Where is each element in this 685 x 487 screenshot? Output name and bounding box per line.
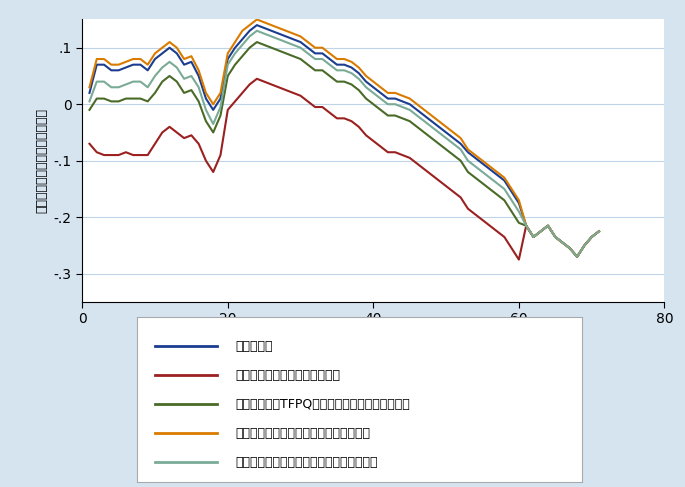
売上に影響しないとしたケース: [514, 257, 523, 262]
Text: 物的生産性（TFPQ）に影響しないとしたケース: 物的生産性（TFPQ）に影響しないとしたケース: [235, 398, 410, 411]
物的生産性（TFPQ）に影響しないとしたケース: [580, 243, 588, 248]
マークアップに影響しないとしたケース: [398, 93, 406, 99]
実際の変化: [340, 62, 348, 68]
Line: 物的生産性（TFPQ）に影響しないとしたケース: 物的生産性（TFPQ）に影響しないとしたケース: [90, 42, 599, 257]
要素価格の歪みに影響しないとしたケース: [86, 98, 94, 104]
要素価格の歪みに影響しないとしたケース: [158, 65, 166, 71]
Text: 実際の変化: 実際の変化: [235, 340, 273, 353]
マークアップに影響しないとしたケース: [86, 84, 94, 90]
物的生産性（TFPQ）に影響しないとしたケース: [100, 95, 108, 101]
要素価格の歪みに影響しないとしたケース: [100, 79, 108, 85]
Text: 売上に影響しないとしたケース: 売上に影響しないとしたケース: [235, 369, 340, 382]
要素価格の歪みに影響しないとしたケース: [398, 104, 406, 110]
要素価格の歪みに影響しないとしたケース: [580, 243, 588, 248]
実際の変化: [398, 98, 406, 104]
売上に影響しないとしたケース: [398, 152, 406, 158]
要素価格の歪みに影響しないとしたケース: [340, 67, 348, 73]
Text: マークアップに影響しないとしたケース: マークアップに影響しないとしたケース: [235, 427, 370, 440]
マークアップに影響しないとしたケース: [100, 56, 108, 62]
Line: 売上に影響しないとしたケース: 売上に影響しないとしたケース: [90, 79, 599, 260]
物的生産性（TFPQ）に影響しないとしたケース: [573, 254, 581, 260]
物的生産性（TFPQ）に影響しないとしたケース: [398, 115, 406, 121]
売上に影響しないとしたケース: [595, 228, 603, 234]
物的生産性（TFPQ）に影響しないとしたケース: [253, 39, 261, 45]
マークアップに影響しないとしたケース: [340, 56, 348, 62]
Line: 要素価格の歪みに影響しないとしたケース: 要素価格の歪みに影響しないとしたケース: [90, 31, 599, 257]
X-axis label: 企業年齢: 企業年齢: [355, 332, 392, 347]
Y-axis label: 仮想的な売上（変化率の累積）: 仮想的な売上（変化率の累積）: [35, 108, 48, 213]
売上に影響しないとしたケース: [558, 240, 566, 245]
物的生産性（TFPQ）に影響しないとしたケース: [595, 228, 603, 234]
マークアップに影響しないとしたケース: [573, 254, 581, 260]
物的生産性（TFPQ）に影響しないとしたケース: [551, 234, 560, 240]
売上に影響しないとしたケース: [340, 115, 348, 121]
実際の変化: [100, 62, 108, 68]
実際の変化: [551, 234, 560, 240]
要素価格の歪みに影響しないとしたケース: [253, 28, 261, 34]
実際の変化: [86, 90, 94, 96]
マークアップに影響しないとしたケース: [253, 17, 261, 22]
売上に影響しないとしたケース: [100, 152, 108, 158]
実際の変化: [595, 228, 603, 234]
マークアップに影響しないとしたケース: [158, 45, 166, 51]
売上に影響しないとしたケース: [86, 141, 94, 147]
実際の変化: [580, 243, 588, 248]
Line: マークアップに影響しないとしたケース: マークアップに影響しないとしたケース: [90, 19, 599, 257]
実際の変化: [158, 51, 166, 56]
Text: 要素価格の歪みに影響しないとしたケース: 要素価格の歪みに影響しないとしたケース: [235, 456, 377, 469]
売上に影響しないとしたケース: [580, 243, 588, 248]
マークアップに影響しないとしたケース: [595, 228, 603, 234]
マークアップに影響しないとしたケース: [551, 234, 560, 240]
売上に影響しないとしたケース: [158, 130, 166, 135]
物的生産性（TFPQ）に影響しないとしたケース: [158, 79, 166, 85]
物的生産性（TFPQ）に影響しないとしたケース: [340, 79, 348, 85]
売上に影響しないとしたケース: [253, 76, 261, 82]
要素価格の歪みに影響しないとしたケース: [595, 228, 603, 234]
実際の変化: [573, 254, 581, 260]
マークアップに影響しないとしたケース: [580, 243, 588, 248]
Line: 実際の変化: 実際の変化: [90, 25, 599, 257]
要素価格の歪みに影響しないとしたケース: [573, 254, 581, 260]
要素価格の歪みに影響しないとしたケース: [551, 234, 560, 240]
実際の変化: [253, 22, 261, 28]
物的生産性（TFPQ）に影響しないとしたケース: [86, 107, 94, 113]
